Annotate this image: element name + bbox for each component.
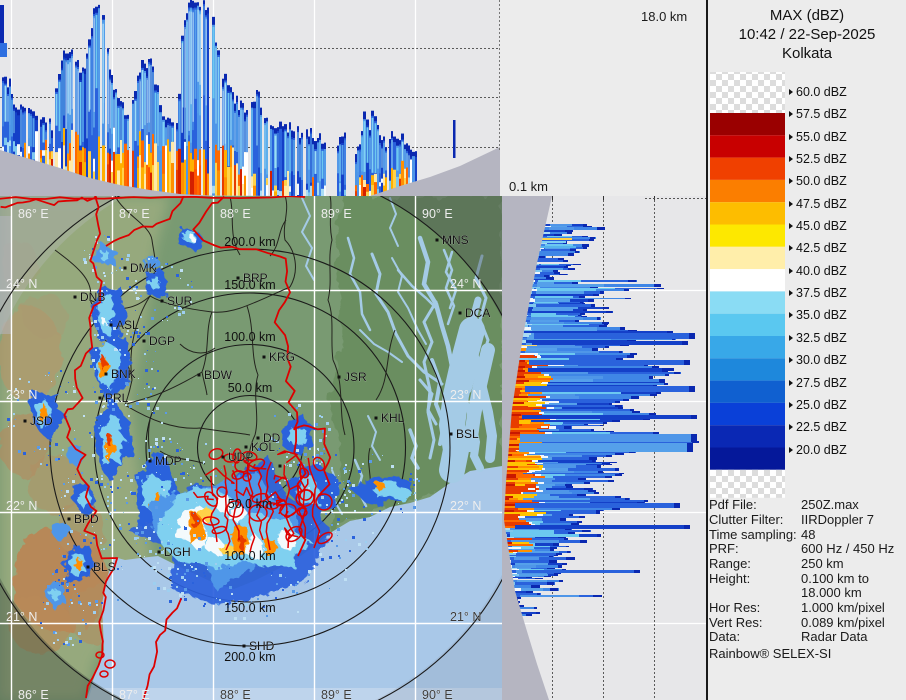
svg-text:ASL: ASL — [116, 318, 139, 332]
svg-text:150.0 km: 150.0 km — [224, 278, 275, 292]
svg-text:DCA: DCA — [465, 306, 490, 320]
svg-text:150.0 km: 150.0 km — [224, 601, 275, 615]
svg-text:BLS: BLS — [93, 560, 116, 574]
svg-text:BSL: BSL — [456, 427, 479, 441]
svg-text:50.0 km: 50.0 km — [228, 381, 272, 395]
svg-text:88° E: 88° E — [220, 207, 251, 221]
svg-text:DD: DD — [263, 431, 281, 445]
svg-text:24° N: 24° N — [6, 277, 37, 291]
svg-text:DMK: DMK — [130, 261, 157, 275]
svg-text:SUR: SUR — [167, 294, 193, 308]
svg-text:JSR: JSR — [344, 370, 367, 384]
svg-text:BNK: BNK — [111, 367, 136, 381]
svg-text:21° N: 21° N — [6, 610, 37, 624]
svg-text:90° E: 90° E — [422, 207, 453, 221]
svg-text:23° N: 23° N — [6, 388, 37, 402]
svg-text:87° E: 87° E — [119, 688, 150, 700]
svg-text:200.0 km: 200.0 km — [224, 650, 275, 664]
svg-text:UDP: UDP — [228, 450, 253, 464]
svg-text:BDW: BDW — [204, 368, 233, 382]
svg-text:87° E: 87° E — [119, 207, 150, 221]
svg-text:21° N: 21° N — [450, 610, 481, 624]
svg-text:89° E: 89° E — [321, 688, 352, 700]
svg-text:DGH: DGH — [164, 545, 191, 559]
svg-text:90° E: 90° E — [422, 688, 453, 700]
svg-text:JSD: JSD — [30, 414, 53, 428]
svg-text:89° E: 89° E — [321, 207, 352, 221]
svg-text:23° N: 23° N — [450, 388, 481, 402]
svg-text:DGP: DGP — [149, 334, 175, 348]
svg-text:BRP: BRP — [243, 271, 268, 285]
svg-text:KOL: KOL — [251, 440, 275, 454]
svg-text:PRL: PRL — [105, 391, 129, 405]
svg-text:MDP: MDP — [155, 454, 182, 468]
svg-text:200.0 km: 200.0 km — [224, 235, 275, 249]
svg-text:86° E: 86° E — [18, 207, 49, 221]
svg-text:KRG: KRG — [269, 350, 295, 364]
svg-text:24° N: 24° N — [450, 277, 481, 291]
svg-text:KHL: KHL — [381, 411, 405, 425]
svg-text:100.0 km: 100.0 km — [224, 549, 275, 563]
svg-text:100.0 km: 100.0 km — [224, 330, 275, 344]
svg-text:MNS: MNS — [442, 233, 469, 247]
svg-text:DNB: DNB — [80, 290, 105, 304]
svg-text:22° N: 22° N — [6, 499, 37, 513]
svg-text:86° E: 86° E — [18, 688, 49, 700]
svg-text:SHD: SHD — [249, 639, 275, 653]
svg-text:50.0 km: 50.0 km — [228, 497, 272, 511]
svg-text:22° N: 22° N — [450, 499, 481, 513]
svg-text:88° E: 88° E — [220, 688, 251, 700]
svg-text:BPD: BPD — [74, 512, 99, 526]
